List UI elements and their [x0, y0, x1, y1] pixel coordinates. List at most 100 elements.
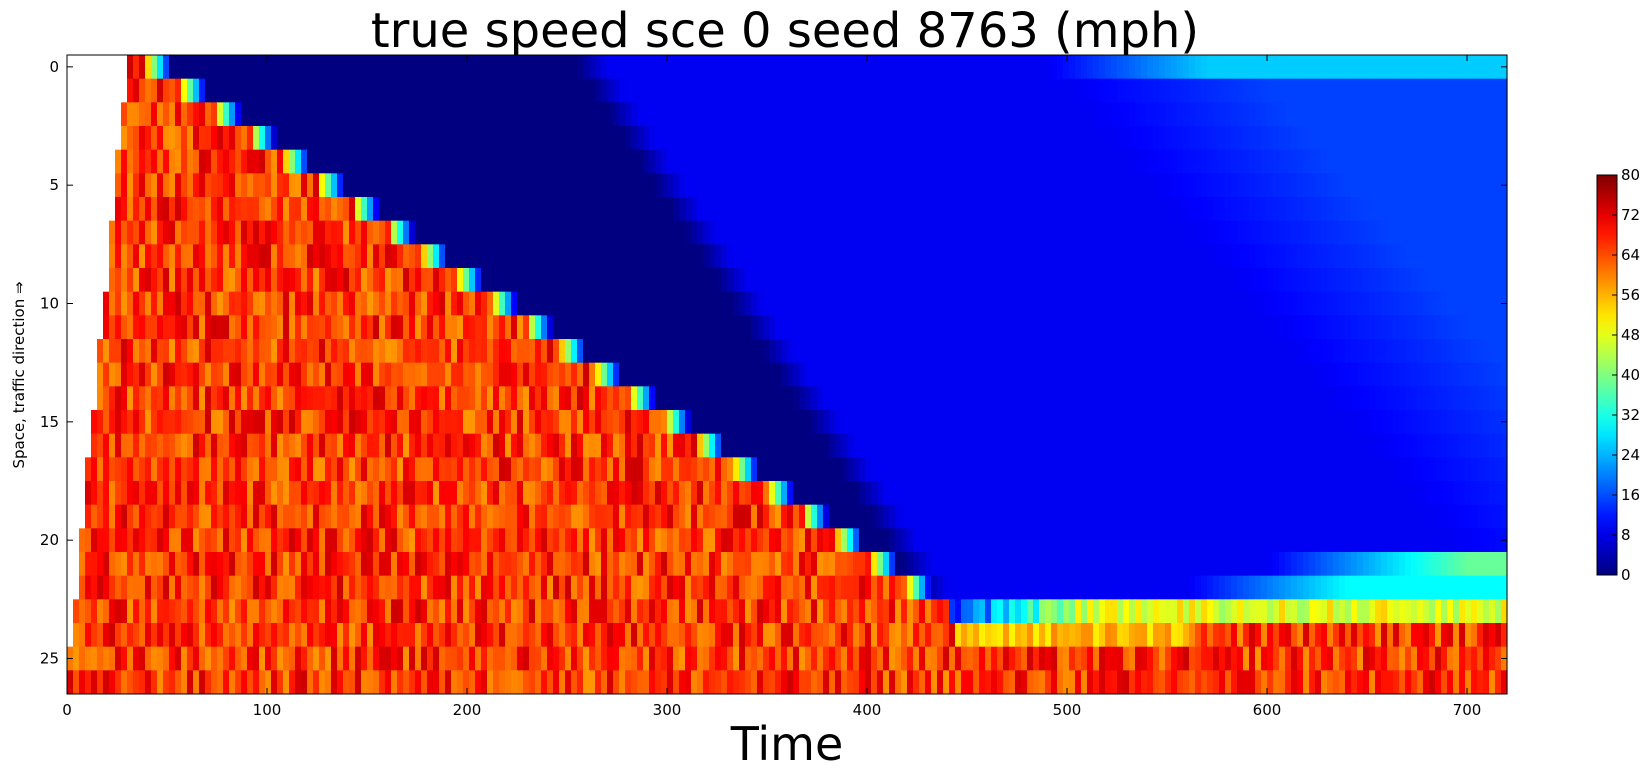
heatmap-cell: [883, 268, 890, 293]
heatmap-cell: [1135, 55, 1142, 80]
heatmap-cell: [619, 78, 626, 103]
heatmap-cell: [433, 433, 440, 458]
heatmap-cell: [1117, 268, 1124, 293]
heatmap-cell: [1489, 457, 1496, 482]
heatmap-cell: [1009, 268, 1016, 293]
heatmap-cell: [601, 504, 608, 529]
heatmap-cell: [877, 528, 884, 553]
heatmap-cell: [733, 78, 740, 103]
heatmap-cell: [1195, 55, 1202, 80]
heatmap-cell: [1099, 457, 1106, 482]
heatmap-cell: [289, 102, 296, 127]
heatmap-cell: [289, 457, 296, 482]
heatmap-cell: [1279, 362, 1286, 387]
heatmap-cell: [1237, 386, 1244, 411]
heatmap-cell: [973, 528, 980, 553]
heatmap-cell: [235, 552, 242, 577]
heatmap-cell: [715, 126, 722, 151]
heatmap-cell: [415, 410, 422, 435]
heatmap-cell: [895, 504, 902, 529]
heatmap-cell: [211, 481, 218, 506]
heatmap-cell: [1105, 102, 1112, 127]
heatmap-cell: [1081, 315, 1088, 340]
heatmap-cell: [1129, 339, 1136, 364]
heatmap-cell: [1357, 528, 1364, 553]
heatmap-cell: [1405, 339, 1412, 364]
heatmap-cell: [1495, 102, 1502, 127]
heatmap-cell: [535, 244, 542, 269]
heatmap-cell: [829, 315, 836, 340]
heatmap-cell: [535, 504, 542, 529]
heatmap-cell: [685, 504, 692, 529]
heatmap-cell: [817, 126, 824, 151]
heatmap-cell: [421, 220, 428, 245]
heatmap-cell: [115, 433, 122, 458]
heatmap-cell: [193, 197, 200, 222]
heatmap-cell: [1177, 268, 1184, 293]
heatmap-cell: [1105, 528, 1112, 553]
heatmap-cell: [1051, 315, 1058, 340]
heatmap-cell: [1237, 197, 1244, 222]
heatmap-cell: [1489, 433, 1496, 458]
heatmap-cell: [745, 433, 752, 458]
heatmap-cell: [913, 149, 920, 174]
heatmap-cell: [775, 291, 782, 316]
heatmap-cell: [181, 410, 188, 435]
heatmap-cell: [409, 268, 416, 293]
heatmap-cell: [115, 173, 122, 198]
heatmap-cell: [709, 220, 716, 245]
heatmap-cell: [595, 102, 602, 127]
heatmap-cell: [925, 504, 932, 529]
heatmap-cell: [415, 504, 422, 529]
heatmap-cell: [1207, 433, 1214, 458]
heatmap-cell: [1213, 362, 1220, 387]
heatmap-cell: [1477, 244, 1484, 269]
heatmap-cell: [685, 197, 692, 222]
heatmap-cell: [985, 149, 992, 174]
heatmap-cell: [781, 481, 788, 506]
heatmap-cell: [367, 457, 374, 482]
heatmap-cell: [1393, 220, 1400, 245]
heatmap-cell: [109, 268, 116, 293]
heatmap-cell: [439, 433, 446, 458]
heatmap-cell: [115, 268, 122, 293]
heatmap-cell: [931, 197, 938, 222]
heatmap-cell: [271, 504, 278, 529]
heatmap-cell: [1177, 386, 1184, 411]
heatmap-cell: [205, 552, 212, 577]
heatmap-cell: [949, 386, 956, 411]
heatmap-cell: [271, 433, 278, 458]
heatmap-cell: [1465, 173, 1472, 198]
heatmap-cell: [541, 149, 548, 174]
heatmap-cell: [1381, 149, 1388, 174]
heatmap-cell: [139, 339, 146, 364]
heatmap-cell: [115, 149, 122, 174]
heatmap-cell: [505, 410, 512, 435]
heatmap-cell: [529, 528, 536, 553]
heatmap-cell: [385, 339, 392, 364]
heatmap-cell: [217, 528, 224, 553]
heatmap-cell: [523, 362, 530, 387]
heatmap-cell: [1183, 197, 1190, 222]
heatmap-cell: [715, 504, 722, 529]
heatmap-cell: [991, 173, 998, 198]
heatmap-cell: [1189, 504, 1196, 529]
heatmap-cell: [445, 55, 452, 80]
heatmap-cell: [637, 528, 644, 553]
heatmap-cell: [361, 291, 368, 316]
heatmap-cell: [589, 102, 596, 127]
heatmap-cell: [1201, 528, 1208, 553]
heatmap-cell: [655, 173, 662, 198]
heatmap-cell: [271, 386, 278, 411]
heatmap-cell: [769, 386, 776, 411]
heatmap-cell: [433, 220, 440, 245]
heatmap-cell: [1195, 457, 1202, 482]
heatmap-cell: [241, 410, 248, 435]
heatmap-cell: [415, 102, 422, 127]
heatmap-cell: [1213, 149, 1220, 174]
heatmap-cell: [421, 528, 428, 553]
heatmap-cell: [415, 528, 422, 553]
heatmap-cell: [895, 362, 902, 387]
heatmap-cell: [1225, 55, 1232, 80]
heatmap-cell: [721, 433, 728, 458]
